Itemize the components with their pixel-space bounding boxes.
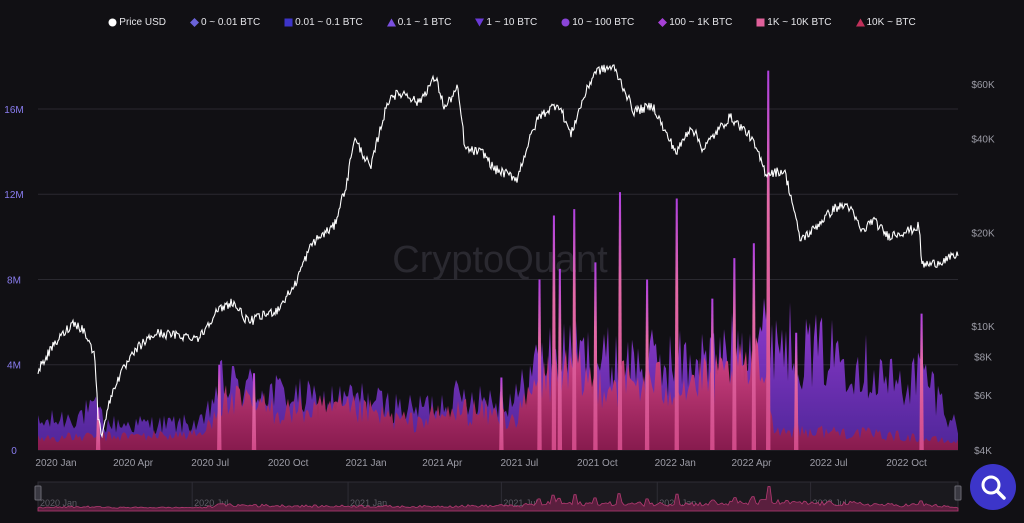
- volume-areas: [38, 286, 958, 450]
- magnifier-icon: [981, 475, 1006, 500]
- x-tick-label: 2022 Apr: [731, 458, 772, 469]
- price-usd-line: [37, 64, 959, 439]
- price-line: [37, 64, 959, 439]
- legend-marker-icon: [561, 18, 570, 27]
- volume-spikes: [95, 70, 924, 450]
- zoom-button[interactable]: [970, 464, 1016, 510]
- volume-spike: [95, 407, 101, 450]
- volume-spike: [217, 364, 222, 450]
- legend-label: 0 ~ 0.01 BTC: [200, 16, 261, 28]
- x-tick-label: 2020 Apr: [113, 458, 154, 469]
- x-tick-label: 2020 Jan: [35, 458, 76, 469]
- navigator-tick-label: 2020 Jan: [40, 498, 77, 508]
- x-tick-label: 2022 Jan: [655, 458, 696, 469]
- watermark: CryptoQuant: [392, 239, 608, 281]
- right-tick-label: $4K: [974, 446, 992, 457]
- legend: Price USD 0 ~ 0.01 BTC 0.01 ~ 0.1 BTC 0.1 ~…: [0, 12, 1024, 32]
- volume-spike: [710, 298, 715, 450]
- x-tick-label: 2020 Oct: [268, 458, 309, 469]
- navigator-tick-label: 2021 Jan: [350, 498, 387, 508]
- x-tick-label: 2020 Jul: [191, 458, 229, 469]
- navigator-left-handle[interactable]: [34, 485, 42, 501]
- volume-spike: [766, 70, 771, 450]
- legend-label: 100 ~ 1K BTC: [669, 16, 733, 28]
- left-tick-label: 8M: [7, 275, 21, 286]
- legend-marker-icon: [108, 18, 117, 27]
- left-tick-label: 0: [11, 446, 17, 457]
- navigator-right-handle[interactable]: [954, 485, 962, 501]
- left-tick-label: 12M: [4, 190, 23, 201]
- legend-item[interactable]: 10K ~ BTC: [855, 12, 916, 32]
- legend-marker-icon: [284, 18, 293, 27]
- legend-label: 1 ~ 10 BTC: [486, 16, 538, 28]
- legend-item[interactable]: 1K ~ 10K BTC: [756, 12, 832, 32]
- legend-item[interactable]: 100 ~ 1K BTC: [658, 12, 732, 32]
- right-tick-label: $40K: [971, 135, 995, 146]
- x-tick-label: 2021 Jan: [345, 458, 386, 469]
- x-axis: 2020 Jan 2020 Apr 2020 Jul 2020 Oct 2021 Jan…: [35, 458, 927, 469]
- legend-item[interactable]: Price USD: [108, 12, 166, 32]
- legend-label: 0.01 ~ 0.1 BTC: [295, 16, 363, 28]
- x-tick-label: 2021 Jul: [500, 458, 538, 469]
- x-tick-label: 2022 Jul: [810, 458, 848, 469]
- volume-spike: [751, 243, 757, 450]
- legend-marker-icon: [386, 18, 396, 27]
- right-tick-label: $60K: [971, 80, 995, 91]
- legend-label: 10K ~ BTC: [866, 16, 916, 28]
- volume-spike: [617, 192, 623, 450]
- navigator-series: [37, 486, 959, 512]
- navigator-tick-label: 2021 Jul: [503, 498, 537, 508]
- legend-marker-icon: [475, 18, 485, 27]
- right-tick-label: $10K: [971, 322, 995, 333]
- legend-item[interactable]: 0 ~ 0.01 BTC: [189, 12, 261, 32]
- x-tick-label: 2021 Oct: [577, 458, 618, 469]
- left-tick-label: 4M: [7, 361, 21, 372]
- legend-label: Price USD: [119, 16, 166, 28]
- volume-spike: [557, 268, 563, 450]
- x-tick-label: 2022 Oct: [886, 458, 927, 469]
- volume-spike: [674, 198, 679, 450]
- legend-item[interactable]: 1 ~ 10 BTC: [475, 12, 537, 32]
- volume-spike: [499, 377, 504, 450]
- volume-spike: [593, 262, 598, 450]
- right-axis: $4K $6K $8K $10K $20K $40K $60K: [971, 80, 995, 457]
- legend-item[interactable]: 0.01 ~ 0.1 BTC: [284, 12, 363, 32]
- volume-spike: [732, 258, 737, 450]
- volume-spike: [572, 209, 577, 450]
- legend-label: 1K ~ 10K BTC: [767, 16, 832, 28]
- volume-spike: [793, 332, 799, 450]
- navigator-tick-label: 2020 Jul: [194, 498, 228, 508]
- volume-spike: [537, 279, 542, 450]
- legend-item[interactable]: 0.1 ~ 1 BTC: [386, 12, 452, 32]
- legend-marker-icon: [756, 18, 765, 27]
- volume-spike: [251, 373, 257, 450]
- x-tick-label: 2021 Apr: [422, 458, 463, 469]
- legend-marker-icon: [189, 18, 199, 27]
- legend-marker-icon: [855, 18, 865, 27]
- right-tick-label: $20K: [971, 228, 995, 239]
- legend-marker-icon: [658, 18, 668, 27]
- right-tick-label: $8K: [974, 352, 992, 363]
- volume-spike: [551, 215, 557, 450]
- left-axis: 0 4M 8M 12M 16M: [4, 105, 23, 457]
- volume-spike: [644, 279, 650, 450]
- volume-area: [38, 337, 958, 450]
- right-tick-label: $6K: [974, 391, 992, 402]
- legend-item[interactable]: 10 ~ 100 BTC: [561, 12, 634, 32]
- legend-label: 10 ~ 100 BTC: [572, 16, 635, 28]
- left-tick-label: 16M: [4, 105, 23, 116]
- legend-label: 0.1 ~ 1 BTC: [397, 16, 452, 28]
- volume-spike: [919, 313, 924, 450]
